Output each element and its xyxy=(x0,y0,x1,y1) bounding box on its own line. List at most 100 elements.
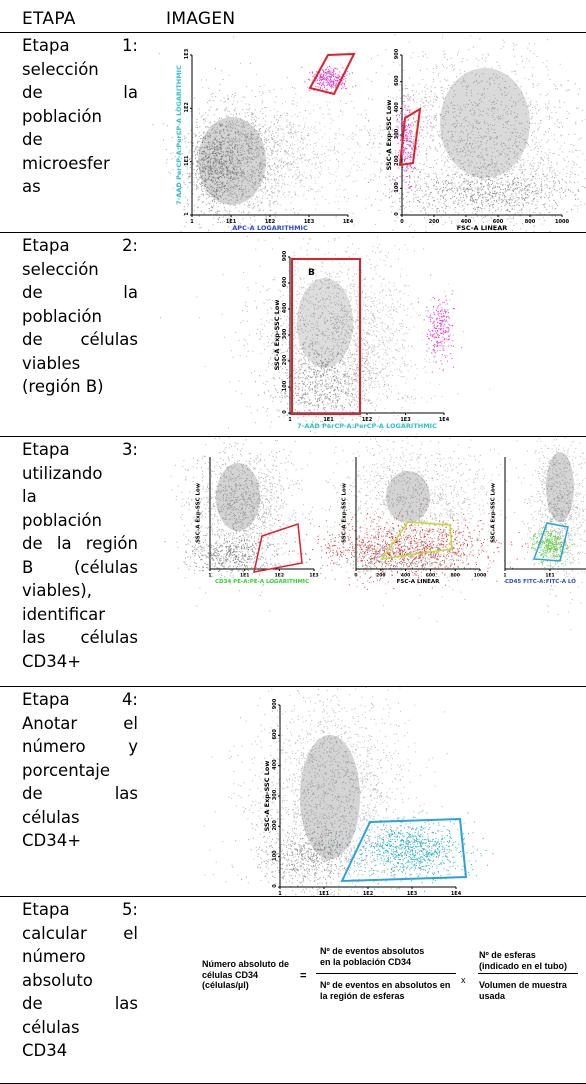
cd34-gate xyxy=(253,522,303,573)
bead-gate xyxy=(308,52,356,96)
y-tick-label: 200 xyxy=(282,354,288,365)
event-cloud xyxy=(262,394,540,622)
x-tick-label: 200 xyxy=(376,573,385,579)
y-tick-label: 1E1 xyxy=(184,155,190,166)
plot-s1b: 020040060080010000100200300400600900FSC-… xyxy=(294,1,586,281)
y-tick-label: 900 xyxy=(272,698,278,709)
x-tick-label: 1E4 xyxy=(439,417,450,423)
x-tick-label: 1E2 xyxy=(265,219,276,225)
event-cloud xyxy=(111,36,376,259)
stage-3-line: de la región xyxy=(22,534,138,553)
x-axis-label: CD34 PE-A:PE-A LOGARITHMIC xyxy=(215,579,309,585)
viable-gate-b xyxy=(291,258,361,415)
stage-1-line: población xyxy=(22,106,102,126)
y-axis-label: SSC-A Exp-SSC Low xyxy=(342,483,348,543)
x-axis-label: FSC-A LINEAR xyxy=(457,224,508,232)
event-cloud xyxy=(500,375,586,631)
stage-4-line: porcentaje xyxy=(22,760,110,780)
y-axis-label: SSC-A Exp-SSC Low xyxy=(491,483,497,543)
y-tick-label: 100 xyxy=(282,380,288,391)
stage-4-line: Anotar el xyxy=(22,713,138,733)
stage-5-line: absoluto xyxy=(22,970,93,990)
formula-numerator-1: Nº de eventos absolutos en la población … xyxy=(320,946,425,967)
x-tick-label: 800 xyxy=(525,219,536,225)
x-tick-label: 1E3 xyxy=(407,891,418,897)
x-tick-label: 1 xyxy=(278,891,282,897)
y-tick-label: 0 xyxy=(282,410,288,414)
stage-4-image: 11E11E21E31E40100200300400600900CD34 PE-… xyxy=(150,622,586,965)
x-tick-label: 1 xyxy=(208,573,211,579)
stage-2-line: (región B) xyxy=(22,377,104,396)
stage-3-image: 1 1E1 1E2 1E3 CD34 PE-A:PE-A LOGARITHMIC SSC-… xyxy=(150,375,586,687)
stage-4-line: Etapa 4: xyxy=(22,690,138,709)
x-axis-label: CD45 FITC-A:FITC-A LO xyxy=(505,579,576,585)
y-axis-label: SSC-A Exp-SSC Low xyxy=(263,761,271,832)
y-tick-label: 300 xyxy=(272,789,278,800)
event-cloud xyxy=(294,1,586,281)
y-axis-label: SSC-A Exp-SSC Low xyxy=(385,100,393,171)
stage-2-line: población xyxy=(22,306,102,326)
x-tick-label: 1E2 xyxy=(275,573,284,579)
stage-5-line: CD34 xyxy=(22,1041,68,1060)
stage-2-line: selección xyxy=(22,259,99,279)
stage-2-line: Etapa 2: xyxy=(22,236,138,255)
x-tick-label: 1E1 xyxy=(545,573,554,579)
y-tick-label: 100 xyxy=(272,850,278,861)
y-tick-label: 0 xyxy=(394,212,400,216)
stage-3-line: B (células xyxy=(22,557,138,577)
stage-5-line: de las xyxy=(22,994,138,1013)
header-imagen: IMAGEN xyxy=(166,9,236,29)
bead-population xyxy=(417,290,463,373)
y-axis-label: SSC-A Exp-SSC Low xyxy=(273,300,281,371)
x-tick-label: 1E3 xyxy=(400,417,411,423)
x-tick-label: 1 xyxy=(288,417,292,423)
x-tick-label: 1E4 xyxy=(451,891,462,897)
formula-lhs: Número absoluto de células CD34 (células… xyxy=(202,959,290,990)
stage-row-2: Etapa 2: selección de la población de células vi… xyxy=(0,208,586,460)
gate-label: B xyxy=(308,268,315,278)
x-tick-label: 1000 xyxy=(474,573,487,579)
x-tick-label: 1E2 xyxy=(362,417,373,423)
stage-3-line: Etapa 3: xyxy=(22,440,138,459)
bead-gate xyxy=(398,107,422,167)
formula-denominator-1: Nº de eventos en absolutos en la región … xyxy=(320,980,451,1001)
x-tick-label: 600 xyxy=(426,573,435,579)
stage-4-line: de las xyxy=(22,784,138,803)
y-tick-label: 400 xyxy=(394,102,400,113)
event-cloud xyxy=(203,622,465,965)
x-tick-label: 1E1 xyxy=(319,891,330,897)
stage-5-text: Etapa 5: calcular el número absoluto de las célu… xyxy=(22,898,138,1063)
stage-1-line: Etapa 1: xyxy=(22,36,138,55)
stage-2-line: de células xyxy=(22,330,138,349)
formula-numerator-2: Nº de esferas (indicado en el tubo) xyxy=(479,950,567,971)
plot-s3b: 0 200 400 600 800 1000 FSC-A LINEAR SSC-A Exp-S… xyxy=(262,394,540,622)
event-cloud xyxy=(164,402,340,612)
stage-5-line: células xyxy=(22,1017,80,1037)
bead-population xyxy=(301,65,357,93)
cd34-population xyxy=(330,806,494,892)
stage-row-3: Etapa 3: utilizando la población de la región B(… xyxy=(0,375,586,687)
x-axis-label: 7-AAD PerCP-A:PerCP-A LOGARITHMIC xyxy=(297,422,437,430)
y-tick-label: 200 xyxy=(272,820,278,831)
stage-4-line: células xyxy=(22,807,80,827)
stage-4-line: CD34+ xyxy=(22,831,82,850)
fraction-bar-1 xyxy=(316,973,456,974)
y-tick-label: 600 xyxy=(272,729,278,740)
x-tick-label: 200 xyxy=(429,219,440,225)
formula-equals: = xyxy=(300,970,307,982)
cd34-gate xyxy=(340,817,468,883)
stage-5-line: calcular el xyxy=(22,923,138,943)
plot-s4: 11E11E21E31E40100200300400600900CD34 PE-… xyxy=(203,622,494,965)
x-tick-label: 400 xyxy=(461,219,472,225)
stage-1-text: Etapa 1: selección de la población de microesfe… xyxy=(22,34,138,199)
table-header: ETAPA IMAGEN xyxy=(0,0,586,32)
x-tick-label: 1E4 xyxy=(343,219,354,225)
x-tick-label: 1E3 xyxy=(304,219,315,225)
x-tick-label: 1 xyxy=(503,573,506,579)
y-tick-label: 1E2 xyxy=(184,102,190,113)
stage-3-line: identificar xyxy=(22,604,106,624)
y-tick-label: 600 xyxy=(282,276,288,287)
stage-4-text: Etapa 4: Anotar el número y porcentaje de las cél… xyxy=(22,688,138,853)
